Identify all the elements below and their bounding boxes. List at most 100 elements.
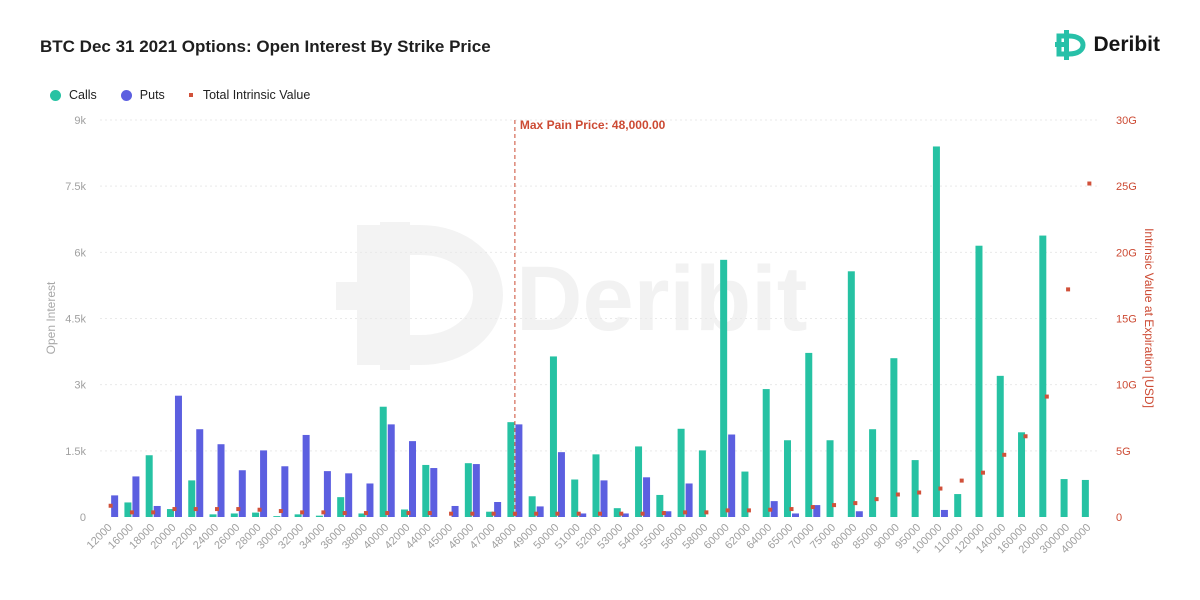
bar-puts [345,473,353,517]
bar-puts [664,511,672,517]
legend-label-puts: Puts [139,88,165,102]
point-intrinsic [640,511,645,516]
bar-puts [515,424,523,517]
watermark-text: Deribit [516,248,807,350]
y2-tick-label: 10G [1116,380,1137,392]
bar-calls [549,356,557,517]
bar-calls [932,146,940,517]
bar-puts [728,434,736,517]
bar-calls [869,429,877,517]
bar-calls [656,494,664,517]
y2-tick-label: 20G [1116,247,1137,259]
point-intrinsic [172,507,177,512]
bar-calls [188,480,196,517]
y-tick-label: 4.5k [65,314,86,326]
bar-calls [890,358,898,517]
bar-calls [337,497,345,517]
bar-puts [366,483,374,517]
bars [111,146,1089,517]
point-intrinsic [470,511,475,516]
max-pain-label: Max Pain Price: 48,000.00 [520,118,666,132]
bar-calls [954,494,962,517]
bar-calls [124,502,132,517]
point-intrinsic [1044,394,1049,399]
bar-puts [132,476,140,517]
point-intrinsic [895,492,900,497]
y-axis-title: Open Interest [44,281,58,354]
legend-swatch-puts [120,89,132,101]
bar-calls [230,513,238,517]
point-intrinsic [406,511,411,516]
point-intrinsic [342,511,347,516]
bar-puts [536,506,544,517]
point-intrinsic [193,507,198,512]
y-tick-label: 1.5k [65,446,86,458]
brand-logo: Deribit [1055,30,1160,60]
y2-tick-label: 30G [1116,115,1137,127]
y2-tick-label: 15G [1116,314,1137,326]
bar-calls [294,514,302,517]
point-intrinsic [151,510,156,515]
bar-calls [613,508,621,517]
y2-axis-ticks: 0 5G 10G 15G 20G 25G 30G [1116,115,1137,524]
y2-tick-label: 0 [1116,512,1122,524]
point-intrinsic [1066,287,1071,292]
legend-item-calls[interactable]: Calls [50,88,97,102]
bar-calls [422,464,430,517]
point-intrinsic [725,508,730,513]
bar-calls [826,440,834,517]
point-intrinsic [1023,434,1028,439]
bar-calls [315,515,323,517]
bar-calls [209,514,217,517]
y-tick-label: 0 [80,512,86,524]
legend: Calls Puts Total Intrinsic Value [50,88,334,102]
bar-puts [111,495,119,517]
bar-calls [996,375,1004,517]
bar-calls [507,422,515,517]
bar-puts [600,480,608,517]
bar-puts [770,501,778,517]
point-intrinsic [1087,181,1092,186]
y2-axis-title: Intrinsic Value at Expiration [USD] [1142,228,1156,408]
intrinsic-points [108,181,1092,516]
bar-calls [1039,235,1047,517]
bar-puts [196,429,204,517]
legend-item-intrinsic[interactable]: Total Intrinsic Value [188,88,310,102]
point-intrinsic [236,507,241,512]
point-intrinsic [215,507,220,512]
y2-tick-label: 25G [1116,181,1137,193]
point-intrinsic [108,503,113,508]
bar-calls [358,513,366,517]
bar-puts [430,468,438,517]
bar-calls [911,460,919,517]
chart-title: BTC Dec 31 2021 Options: Open Interest B… [40,37,491,56]
bar-calls [635,446,643,517]
bar-puts [153,505,161,517]
bar-calls [145,455,153,517]
bar-calls [166,509,174,517]
bar-puts [217,444,225,517]
point-intrinsic [704,510,709,515]
bar-calls [1060,479,1068,517]
bar-calls [528,496,536,517]
bar-calls [379,406,387,517]
bar-puts [643,477,651,517]
bar-calls [1081,479,1089,517]
bar-calls [571,479,579,517]
legend-item-puts[interactable]: Puts [120,88,165,102]
bar-puts [621,513,629,517]
brand-name: Deribit [1093,33,1160,56]
legend-swatch-intrinsic [188,93,193,97]
bar-calls [698,450,706,517]
bar-puts [387,424,395,517]
bar-puts [323,471,331,517]
watermark: Deribit [336,222,807,370]
point-intrinsic [789,507,794,512]
point-intrinsic [491,511,496,516]
bar-puts [494,502,502,517]
point-intrinsic [917,490,922,495]
bar-puts [302,434,310,517]
point-intrinsic [959,478,964,483]
bar-calls [847,271,855,517]
